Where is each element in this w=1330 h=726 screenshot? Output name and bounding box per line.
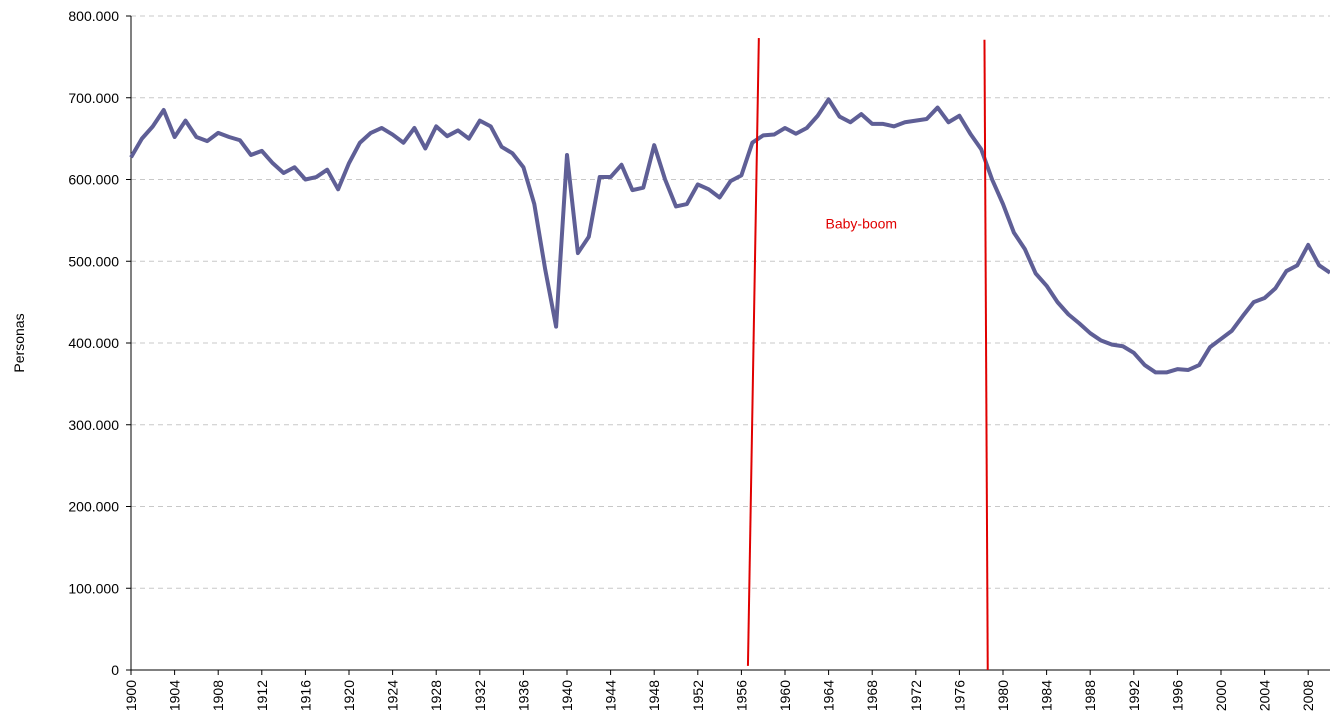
x-tick-label: 1960 <box>777 680 793 711</box>
x-tick-label: 1956 <box>733 680 749 711</box>
x-tick-label: 1924 <box>385 680 401 711</box>
x-tick-label: 1996 <box>1169 680 1185 711</box>
data-line <box>129 97 1330 375</box>
x-tick-label: 2004 <box>1257 680 1273 711</box>
y-tick-label: 800.000 <box>68 8 119 24</box>
x-tick-label: 2000 <box>1213 680 1229 711</box>
y-tick-label: 300.000 <box>68 417 119 433</box>
x-tick-label: 1932 <box>472 680 488 711</box>
x-tick-label: 1916 <box>297 680 313 711</box>
y-tick-label: 700.000 <box>68 90 119 106</box>
y-tick-label: 600.000 <box>68 172 119 188</box>
x-tick-label: 1952 <box>690 680 706 711</box>
x-tick-label: 1936 <box>515 680 531 711</box>
x-tick-label: 1984 <box>1039 680 1055 711</box>
x-tick-label: 1940 <box>559 680 575 711</box>
x-tick-label: 1912 <box>254 680 270 711</box>
y-tick-label: 400.000 <box>68 335 119 351</box>
annotation: Baby-boom <box>826 216 898 232</box>
x-tick-label: 2008 <box>1300 680 1316 711</box>
x-tick-label: 1988 <box>1082 680 1098 711</box>
annotation-line <box>746 38 760 666</box>
annotation-line <box>983 39 989 671</box>
x-tick-label: 1904 <box>167 680 183 711</box>
x-tick-label: 1968 <box>864 680 880 711</box>
y-tick-label: 200.000 <box>68 499 119 515</box>
x-tick-label: 1980 <box>995 680 1011 711</box>
y-axis-title: Personas <box>11 313 27 372</box>
x-tick-label: 1900 <box>123 680 139 711</box>
x-tick-label: 1920 <box>341 680 357 711</box>
x-tick-label: 1928 <box>428 680 444 711</box>
y-tick-label: 500.000 <box>68 253 119 269</box>
x-tick-label: 1944 <box>603 680 619 711</box>
x-tick-label: 1948 <box>646 680 662 711</box>
y-tick-label: 0 <box>111 662 119 678</box>
x-tick-label: 1992 <box>1126 680 1142 711</box>
y-tick-label: 100.000 <box>68 580 119 596</box>
x-tick-label: 1976 <box>951 680 967 711</box>
x-tick-label: 1964 <box>821 680 837 711</box>
x-tick-label: 1972 <box>908 680 924 711</box>
x-tick-label: 1908 <box>210 680 226 711</box>
